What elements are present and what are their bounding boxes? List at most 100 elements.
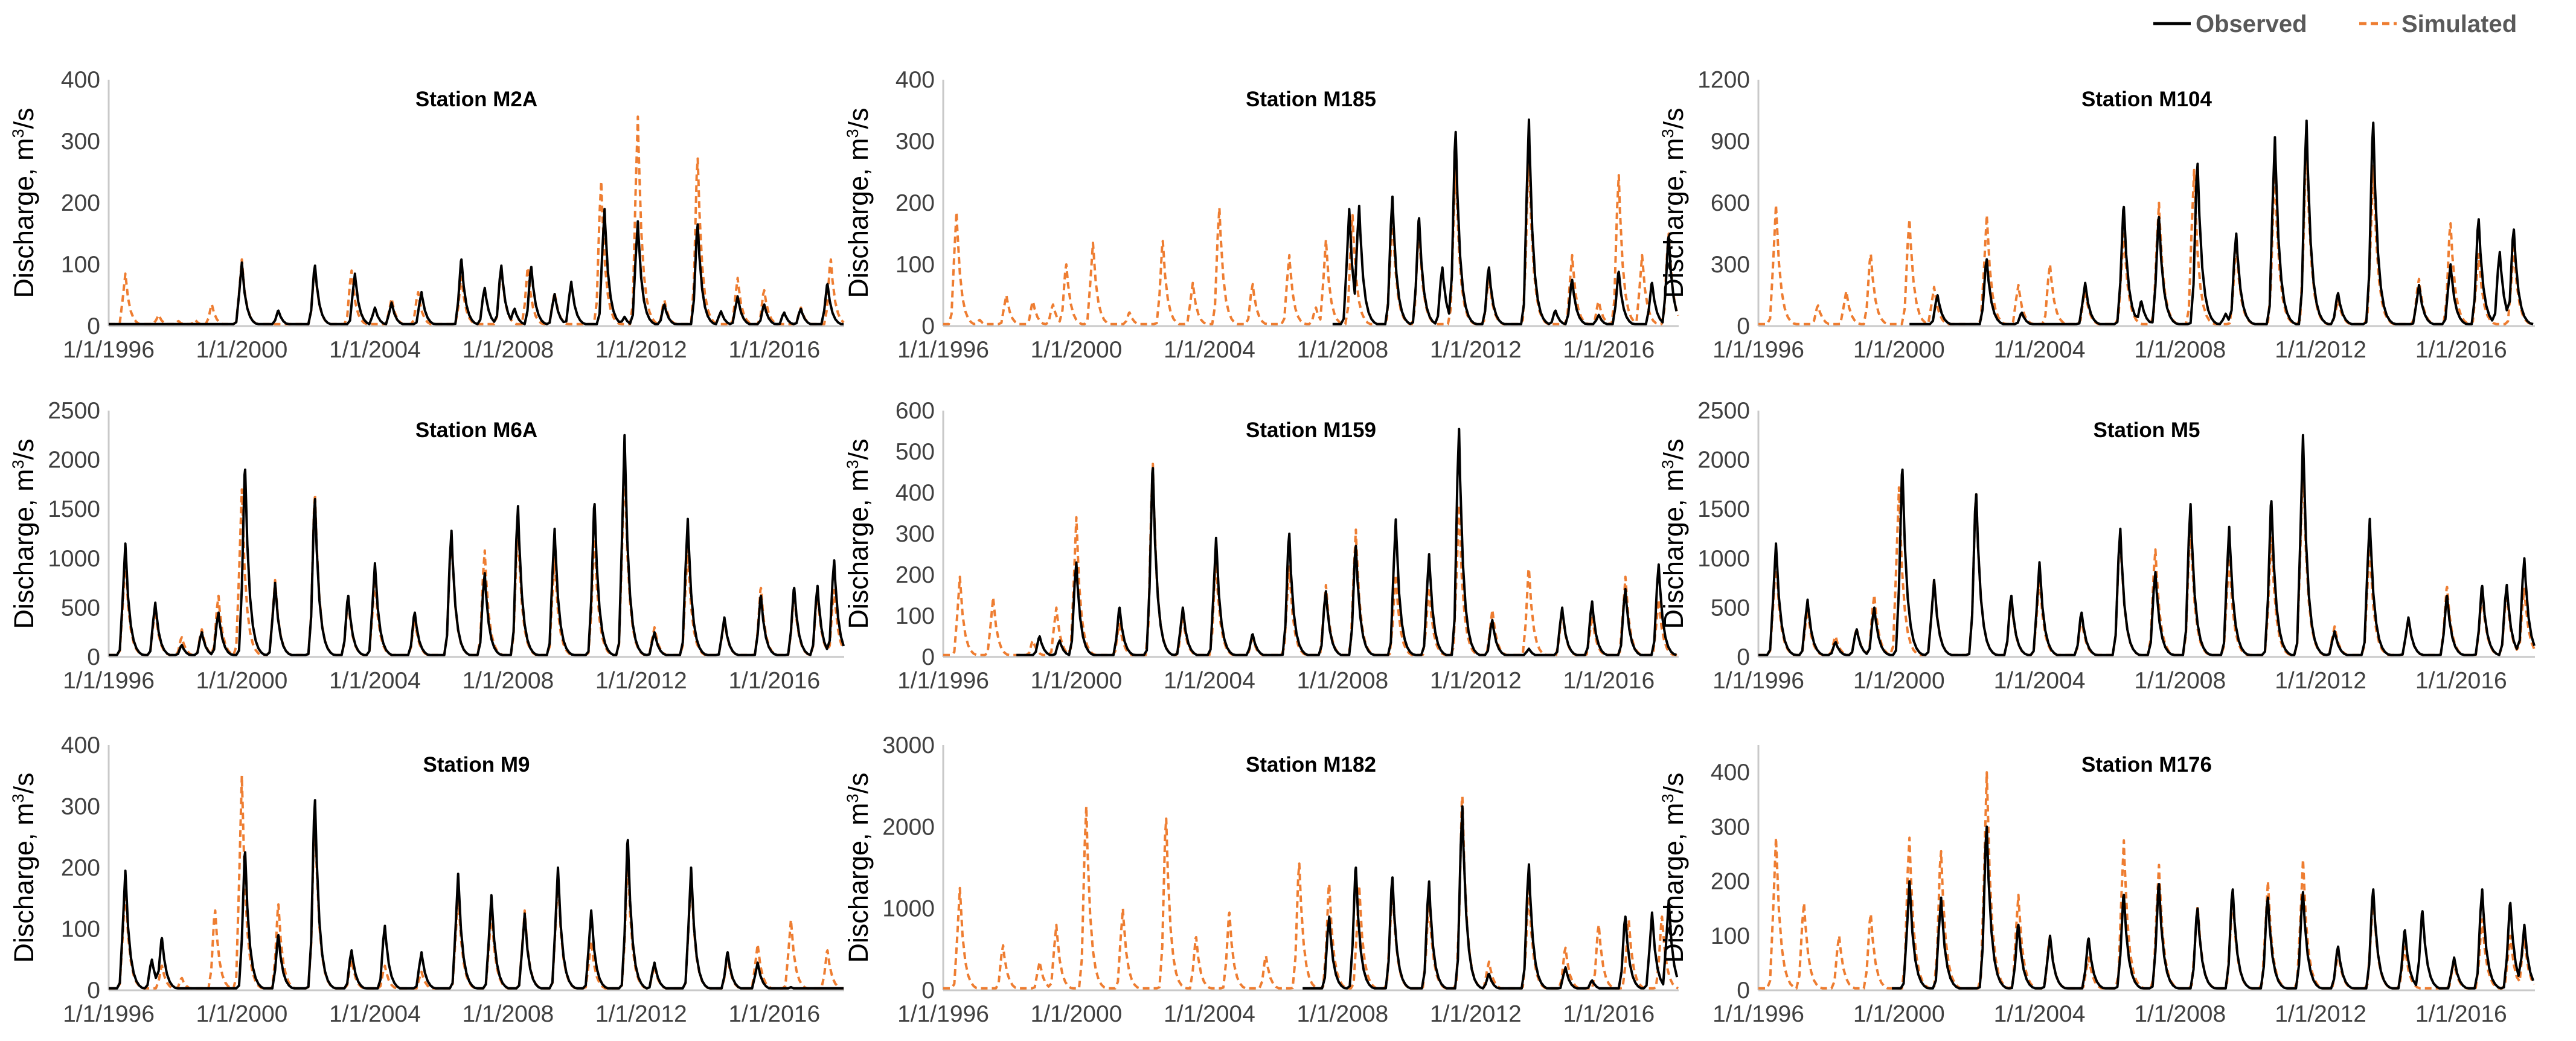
panel-title: Station M185: [1246, 88, 1376, 111]
panel-title: Station M159: [1246, 418, 1376, 442]
x-tick-label: 1/1/2012: [1430, 668, 1522, 694]
y-tick-label: 100: [61, 252, 100, 278]
panel-title: Station M9: [423, 753, 530, 777]
y-axis-label: Discharge, m3/s: [8, 107, 39, 298]
y-tick-label: 300: [896, 129, 935, 155]
x-tick-label: 1/1/2008: [2134, 337, 2226, 363]
x-tick-label: 1/1/2004: [1994, 337, 2086, 363]
y-tick-label: 0: [921, 313, 935, 339]
y-tick-label: 100: [1711, 923, 1750, 949]
y-axis-label: Discharge, m3/s: [8, 772, 39, 963]
x-tick-label: 1/1/2016: [1563, 337, 1655, 363]
x-tick-label: 1/1/2016: [728, 668, 820, 694]
x-tick-label: 1/1/2000: [196, 337, 288, 363]
x-tick-label: 1/1/2000: [196, 1001, 288, 1027]
y-axis-label: Discharge, m3/s: [1658, 772, 1689, 963]
x-tick-label: 1/1/2000: [1853, 337, 1945, 363]
chart-panel: Station M6A Discharge, m3/s 0 500 1000 1500 20…: [8, 398, 845, 694]
x-tick-label: 1/1/2016: [1563, 668, 1655, 694]
x-tick-label: 1/1/2004: [1994, 668, 2086, 694]
series-observed-line: [1892, 825, 2534, 990]
y-tick-label: 0: [87, 978, 100, 1004]
y-tick-label: 400: [896, 480, 935, 506]
x-tick-label: 1/1/1996: [63, 337, 155, 363]
y-tick-label: 2000: [882, 814, 935, 840]
x-tick-label: 1/1/2004: [329, 337, 421, 363]
y-tick-label: 600: [896, 398, 935, 424]
x-tick-label: 1/1/2008: [1296, 668, 1388, 694]
y-tick-label: 1200: [1697, 67, 1750, 93]
chart-panel: Station M185 Discharge, m3/s 0 100 200 300 400…: [843, 67, 1680, 363]
x-tick-label: 1/1/2000: [196, 668, 288, 694]
panel-title: Station M2A: [415, 88, 537, 111]
x-tick-label: 1/1/1996: [63, 1001, 155, 1027]
panel-title: Station M5: [2094, 418, 2200, 442]
y-tick-label: 500: [896, 439, 935, 465]
y-tick-label: 300: [1711, 252, 1750, 278]
series-simulated-line: [1758, 771, 2536, 990]
x-tick-label: 1/1/2012: [595, 668, 687, 694]
x-tick-label: 1/1/2008: [462, 668, 554, 694]
x-tick-label: 1/1/1996: [897, 337, 989, 363]
chart-panel: Station M9 Discharge, m3/s 0 100 200 300 400 1/…: [8, 732, 844, 1027]
y-tick-label: 1500: [1697, 496, 1750, 522]
x-tick-label: 1/1/2004: [1994, 1001, 2086, 1027]
y-tick-label: 0: [87, 644, 100, 670]
x-tick-label: 1/1/2012: [2275, 1001, 2366, 1027]
x-tick-label: 1/1/1996: [1713, 1001, 1804, 1027]
x-tick-label: 1/1/1996: [63, 668, 155, 694]
series-simulated-line: [109, 115, 845, 325]
y-axis-label: Discharge, m3/s: [8, 438, 39, 629]
x-tick-label: 1/1/1996: [897, 1001, 989, 1027]
y-tick-label: 2500: [48, 398, 100, 424]
y-tick-label: 500: [1711, 595, 1750, 621]
chart-panel: Station M5 Discharge, m3/s 0 500 1000 1500 200…: [1658, 398, 2536, 694]
series-simulated-line: [109, 774, 844, 990]
x-tick-label: 1/1/2004: [329, 668, 421, 694]
y-tick-label: 900: [1711, 129, 1750, 155]
y-tick-label: 200: [896, 562, 935, 588]
y-tick-label: 2000: [1697, 447, 1750, 473]
y-tick-label: 0: [1737, 644, 1750, 670]
y-tick-label: 100: [896, 603, 935, 629]
y-tick-label: 0: [1737, 313, 1750, 339]
y-tick-label: 0: [1737, 978, 1750, 1004]
y-tick-label: 400: [61, 67, 100, 93]
y-axis-label: Discharge, m3/s: [843, 772, 874, 963]
panel-title: Station M176: [2081, 753, 2212, 777]
x-tick-label: 1/1/1996: [897, 668, 989, 694]
series-observed-line: [1016, 428, 1677, 656]
chart-panel: Station M2A Discharge, m3/s 0 100 200 300 400 1…: [8, 67, 845, 363]
y-tick-label: 500: [61, 595, 100, 621]
legend-observed-label: Observed: [2196, 11, 2307, 37]
series-observed-line: [109, 434, 845, 656]
y-tick-label: 0: [921, 644, 935, 670]
y-tick-label: 200: [896, 190, 935, 216]
y-tick-label: 200: [61, 855, 100, 881]
x-tick-label: 1/1/2012: [595, 1001, 687, 1027]
y-tick-label: 2000: [48, 447, 100, 473]
panel-title: Station M104: [2081, 88, 2212, 111]
y-tick-label: 400: [1711, 760, 1750, 786]
x-tick-label: 1/1/2008: [462, 337, 554, 363]
panel-title: Station M182: [1246, 753, 1376, 777]
y-axis-label: Discharge, m3/s: [843, 438, 874, 629]
x-tick-label: 1/1/2000: [1853, 1001, 1945, 1027]
series-simulated-line: [943, 463, 1679, 656]
x-tick-label: 1/1/2000: [1031, 1001, 1123, 1027]
series-observed-line: [1332, 118, 1678, 325]
y-tick-label: 1000: [882, 896, 935, 922]
y-tick-label: 200: [61, 190, 100, 216]
series-observed-line: [1758, 434, 2536, 656]
series-simulated-line: [1758, 458, 2536, 656]
y-tick-label: 400: [896, 67, 935, 93]
x-tick-label: 1/1/2012: [595, 337, 687, 363]
y-tick-label: 1500: [48, 496, 100, 522]
x-tick-label: 1/1/2016: [2415, 668, 2507, 694]
y-tick-label: 200: [1711, 869, 1750, 895]
series-observed-line: [109, 208, 844, 325]
x-tick-label: 1/1/2016: [728, 1001, 820, 1027]
y-axis-label: Discharge, m3/s: [843, 107, 874, 298]
series-observed-line: [1302, 805, 1679, 990]
